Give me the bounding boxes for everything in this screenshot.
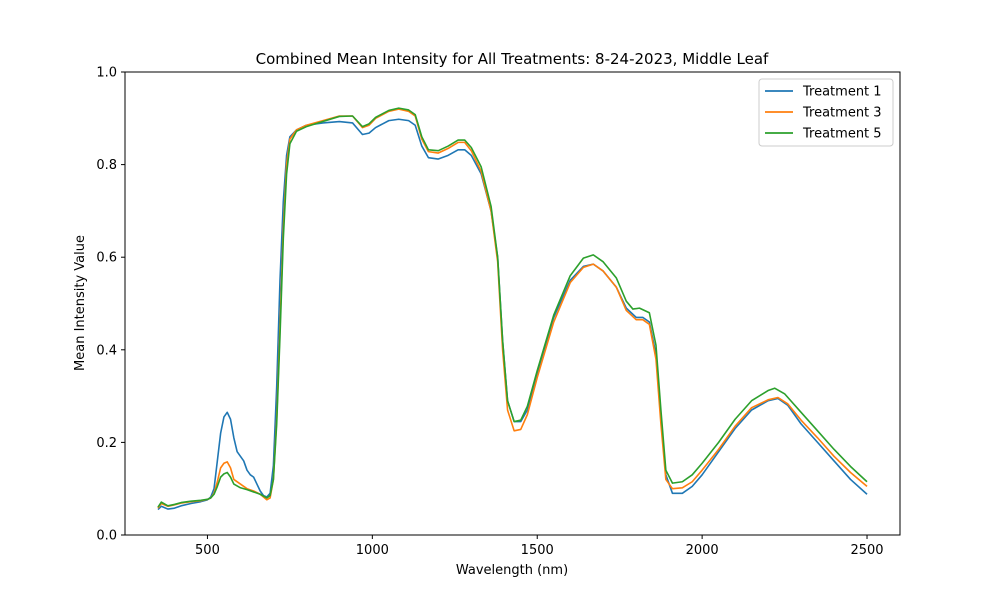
legend-entries: Treatment 1 Treatment 3 Treatment 5 bbox=[765, 85, 882, 142]
legend-label: Treatment 1 bbox=[802, 85, 882, 100]
x-tick-label: 2500 bbox=[850, 543, 883, 558]
series-line-treatment-3 bbox=[157, 108, 868, 509]
x-axis-ticks: 500 1000 1500 2000 2500 bbox=[195, 535, 884, 558]
x-axis-label: Wavelength (nm) bbox=[456, 563, 568, 578]
legend-label: Treatment 3 bbox=[802, 106, 882, 121]
chart-title: Combined Mean Intensity for All Treatmen… bbox=[256, 50, 769, 68]
series-line-treatment-5 bbox=[157, 107, 868, 508]
y-tick-label: 0.4 bbox=[96, 343, 117, 358]
y-tick-label: 0.2 bbox=[96, 436, 117, 451]
legend-label: Treatment 5 bbox=[802, 127, 882, 142]
y-tick-label: 0.8 bbox=[96, 158, 117, 173]
x-tick-label: 1000 bbox=[356, 543, 389, 558]
y-tick-label: 1.0 bbox=[96, 66, 117, 81]
plot-frame bbox=[124, 71, 901, 536]
y-tick-label: 0.6 bbox=[96, 251, 117, 266]
y-tick-label: 0.0 bbox=[96, 529, 117, 544]
x-tick-label: 1500 bbox=[521, 543, 554, 558]
x-tick-label: 500 bbox=[195, 543, 220, 558]
series-line-treatment-1 bbox=[157, 118, 868, 511]
legend: Treatment 1 Treatment 3 Treatment 5 bbox=[758, 78, 894, 147]
x-tick-label: 2000 bbox=[686, 543, 719, 558]
y-axis-ticks: 0.0 0.2 0.4 0.6 0.8 1.0 bbox=[96, 66, 125, 544]
series-lines bbox=[157, 107, 868, 511]
y-axis-label: Mean Intensity Value bbox=[73, 235, 88, 371]
legend-box bbox=[758, 78, 894, 147]
